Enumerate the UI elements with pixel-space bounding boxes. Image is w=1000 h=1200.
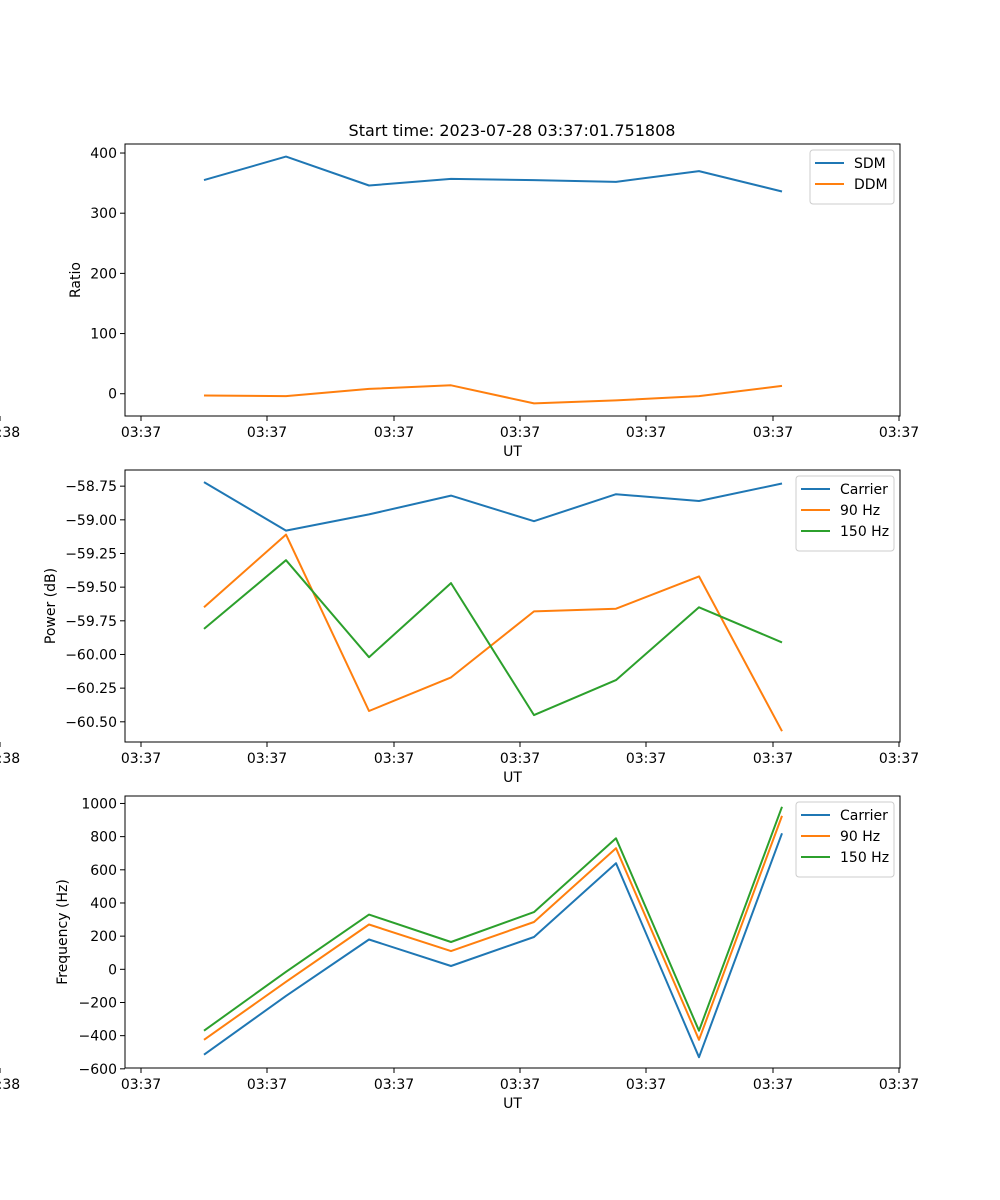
x-tick-label: 03:37: [753, 1077, 793, 1093]
legend-label: 90 Hz: [840, 503, 880, 519]
x-tick-label: 03:37: [247, 425, 287, 441]
y-tick-label: −600: [79, 1062, 117, 1078]
plot-frame: [124, 143, 901, 417]
legend-label: 150 Hz: [840, 850, 889, 866]
y-tick-label: −400: [79, 1029, 117, 1045]
x-tick-label: 03:37: [374, 751, 414, 767]
legend-label: 90 Hz: [840, 829, 880, 845]
x-axis-label: UT: [503, 770, 522, 786]
series-line-carrier: [203, 481, 783, 532]
chart-title: Start time: 2023-07-28 03:37:01.751808: [349, 121, 676, 140]
x-tick-label: 03:37: [879, 1077, 919, 1093]
y-tick-label: −200: [79, 995, 117, 1011]
series-line-150-hz: [203, 806, 783, 1032]
plot-frame: [124, 795, 901, 1069]
x-axis-label: UT: [503, 444, 522, 460]
plot-frame: [124, 469, 901, 743]
x-tick-label: 03:38: [0, 425, 20, 441]
legend-box: [795, 475, 895, 552]
y-tick-label: −59.50: [65, 580, 117, 596]
x-tick-label: 03:37: [247, 751, 287, 767]
x-tick-label: 03:37: [374, 1077, 414, 1093]
y-tick-label: 0: [108, 387, 117, 403]
y-tick-label: 400: [90, 146, 117, 162]
series-line-90-hz: [203, 533, 783, 732]
y-tick-label: 200: [90, 266, 117, 282]
y-tick-label: −60.00: [65, 647, 117, 663]
legend: Carrier 90 Hz 150 Hz: [795, 801, 895, 878]
y-tick-label: 1000: [81, 796, 117, 812]
y-tick-label: 800: [90, 830, 117, 846]
y-axis-label: Power (dB): [43, 568, 59, 644]
x-tick-label: 03:37: [500, 1077, 540, 1093]
x-tick-label: 03:37: [626, 425, 666, 441]
y-tick-label: 600: [90, 863, 117, 879]
chart-panel-1: 03:37 03:37 03:37 03:37 03:37 03:37 03:37 03:38…: [0, 143, 919, 460]
x-tick-label: 03:38: [0, 751, 20, 767]
chart-panel-2: 03:37 03:37 03:37 03:37 03:37 03:37 03:37 03:38…: [0, 469, 919, 786]
legend-label: SDM: [854, 156, 886, 172]
x-tick-label: 03:37: [753, 425, 793, 441]
y-tick-label: −59.00: [65, 513, 117, 529]
x-tick-label: 03:37: [879, 425, 919, 441]
y-axis-label: Ratio: [68, 262, 84, 298]
series-line-150-hz: [203, 559, 783, 717]
series-line-ddm: [203, 384, 783, 405]
legend: SDM DDM: [809, 149, 895, 205]
x-tick-label: 03:38: [0, 1077, 20, 1093]
y-tick-label: −60.25: [65, 681, 117, 697]
x-tick-label: 03:37: [500, 425, 540, 441]
x-tick-label: 03:37: [121, 1077, 161, 1093]
y-axis-label: Frequency (Hz): [55, 879, 71, 985]
x-tick-label: 03:37: [879, 751, 919, 767]
y-tick-label: 100: [90, 327, 117, 343]
series-line-carrier: [203, 832, 783, 1059]
x-tick-label: 03:37: [121, 425, 161, 441]
legend-box: [795, 801, 895, 878]
chart-panel-3: 03:37 03:37 03:37 03:37 03:37 03:37 03:37 03:38…: [0, 795, 919, 1112]
legend: Carrier 90 Hz 150 Hz: [795, 475, 895, 552]
x-tick-label: 03:37: [247, 1077, 287, 1093]
y-tick-label: 0: [108, 962, 117, 978]
legend-label: DDM: [854, 177, 888, 193]
series-line-90-hz: [203, 815, 783, 1041]
series-line-sdm: [203, 155, 783, 193]
legend-label: Carrier: [840, 482, 888, 498]
y-tick-label: −59.25: [65, 546, 117, 562]
legend-label: 150 Hz: [840, 524, 889, 540]
x-tick-label: 03:37: [500, 751, 540, 767]
x-tick-label: 03:37: [626, 751, 666, 767]
y-tick-label: 400: [90, 896, 117, 912]
x-tick-label: 03:37: [626, 1077, 666, 1093]
y-tick-label: −59.75: [65, 614, 117, 630]
y-tick-label: −60.50: [65, 715, 117, 731]
x-tick-label: 03:37: [121, 751, 161, 767]
x-axis-label: UT: [503, 1096, 522, 1112]
y-tick-label: 200: [90, 929, 117, 945]
legend-label: Carrier: [840, 808, 888, 824]
x-tick-label: 03:37: [753, 751, 793, 767]
x-tick-label: 03:37: [374, 425, 414, 441]
y-tick-label: 300: [90, 206, 117, 222]
y-tick-label: −58.75: [65, 479, 117, 495]
